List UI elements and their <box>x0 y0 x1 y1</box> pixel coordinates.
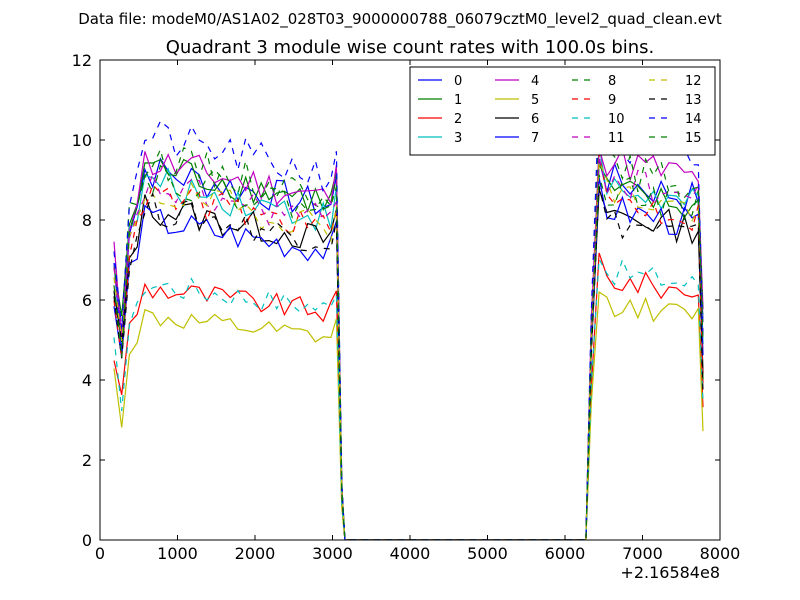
x-tick-label: 7000 <box>622 544 663 563</box>
legend-label-11: 11 <box>608 131 625 146</box>
x-tick-label: 6000 <box>545 544 586 563</box>
y-tick-label: 10 <box>72 131 92 150</box>
series-layer <box>113 94 704 540</box>
series-line-2 <box>113 252 704 540</box>
legend-label-15: 15 <box>685 131 702 146</box>
plot-area: 0 1000 2000 3000 4000 5000 6000 7000 80000246810… <box>72 51 741 582</box>
legend-label-4: 4 <box>531 74 539 89</box>
x-tick-label: 5000 <box>467 544 508 563</box>
suptitle: Data file: modeM0/AS1A02_028T03_90000007… <box>78 10 722 29</box>
y-tick-label: 0 <box>82 531 92 550</box>
legend-label-8: 8 <box>608 74 616 89</box>
legend-label-9: 9 <box>608 93 616 108</box>
x-tick-label: 0 <box>95 544 105 563</box>
legend-label-7: 7 <box>531 131 539 146</box>
legend-label-1: 1 <box>454 93 462 108</box>
series-line-11 <box>113 155 704 540</box>
legend-frame <box>409 66 716 156</box>
x-tick-label: 1000 <box>157 544 198 563</box>
legend-label-3: 3 <box>454 131 462 146</box>
series-line-4 <box>113 146 704 540</box>
x-tick-label: 2000 <box>235 544 276 563</box>
legend-label-10: 10 <box>608 112 625 127</box>
series-line-7 <box>113 177 704 540</box>
y-tick-label: 6 <box>82 291 92 310</box>
series-line-12 <box>113 161 704 540</box>
ticks-layer: 0 1000 2000 3000 4000 5000 6000 7000 80000246810… <box>72 51 741 563</box>
x-offset-label: +2.16584e8 <box>620 563 720 582</box>
series-line-1 <box>113 158 704 540</box>
y-tick-label: 2 <box>82 451 92 470</box>
legend-label-14: 14 <box>685 112 702 127</box>
legend-label-12: 12 <box>685 74 702 89</box>
legend-label-0: 0 <box>454 74 462 89</box>
y-tick-label: 12 <box>72 51 92 70</box>
x-tick-label: 8000 <box>700 544 741 563</box>
y-tick-label: 4 <box>82 371 92 390</box>
series-line-15 <box>113 164 704 540</box>
legend-label-6: 6 <box>531 112 539 127</box>
series-line-13 <box>113 185 704 540</box>
x-tick-label: 3000 <box>312 544 353 563</box>
x-tick-label: 4000 <box>390 544 431 563</box>
legend-label-5: 5 <box>531 93 539 108</box>
y-tick-label: 8 <box>82 211 92 230</box>
chart-title: Quadrant 3 module wise count rates with … <box>166 37 655 58</box>
series-line-9 <box>113 153 704 540</box>
series-line-5 <box>113 291 704 540</box>
series-line-8 <box>113 123 704 540</box>
legend-label-2: 2 <box>454 112 462 127</box>
legend-label-13: 13 <box>685 93 702 108</box>
series-line-6 <box>113 189 704 540</box>
